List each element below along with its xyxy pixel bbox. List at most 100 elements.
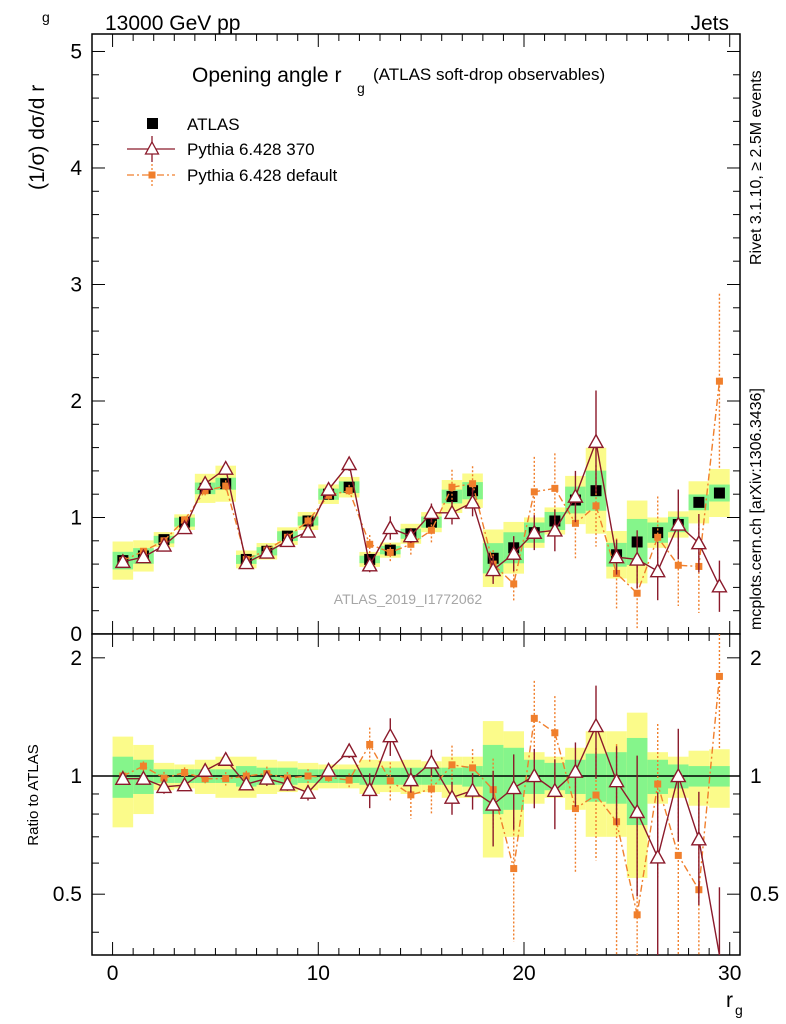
ratio-point-pythia-default xyxy=(304,772,312,780)
ratio-panel: 0.5 0.5 1 1 2 2 Ratio to ATLAS xyxy=(25,633,779,956)
main-point-pythia-default xyxy=(448,483,456,491)
main-point-pythia-default xyxy=(551,484,559,492)
main-point-pythia-370 xyxy=(155,537,173,552)
ratio-point-pythia-370 xyxy=(114,770,132,786)
main-point-pythia-370 xyxy=(217,460,234,475)
main-series-layer xyxy=(114,293,728,629)
header-left: 13000 GeV pp xyxy=(105,12,240,35)
ratio-y-tick-label-right: 1 xyxy=(750,765,762,788)
main-point-pythia-default xyxy=(304,517,312,525)
ratio-point-pythia-370 xyxy=(135,770,152,785)
main-point-pythia-370 xyxy=(484,561,502,577)
y-axis-label-subscript: g xyxy=(42,9,50,25)
main-y-tick-label: 1 xyxy=(70,506,82,529)
ratio-axis-label: Ratio to ATLAS xyxy=(25,744,42,845)
ratio-point-pythia-370 xyxy=(423,753,440,769)
ratio-point-pythia-370 xyxy=(258,769,276,785)
ratio-point-pythia-default xyxy=(345,776,353,784)
main-point-pythia-default xyxy=(201,487,209,495)
ratio-point-pythia-370 xyxy=(361,781,378,797)
ratio-point-pythia-default xyxy=(715,672,723,680)
ratio-point-pythia-default xyxy=(222,775,230,783)
legend-marker-atlas xyxy=(147,118,158,129)
ratio-point-pythia-370 xyxy=(628,803,646,819)
x-axis-tick-labels: 0 10 20 30 xyxy=(107,962,742,985)
main-panel: 0 1 2 3 4 5 Opening angle r g (ATLAS soft-dro… xyxy=(26,9,741,646)
ratio-point-pythia-default xyxy=(160,774,168,782)
main-point-pythia-default xyxy=(674,561,682,569)
ratio-point-pythia-370 xyxy=(484,796,502,811)
main-point-pythia-default xyxy=(654,533,662,541)
main-point-pythia-370 xyxy=(258,544,276,559)
main-point-pythia-370 xyxy=(135,548,152,564)
main-point-pythia-default xyxy=(715,377,723,385)
ratio-point-pythia-370 xyxy=(505,779,522,795)
ratio-point-pythia-default xyxy=(654,780,662,788)
main-point-pythia-370 xyxy=(690,534,708,550)
ratio-point-pythia-default xyxy=(366,740,374,748)
main-point-pythia-default xyxy=(427,526,435,534)
main-point-pythia-370 xyxy=(382,519,399,535)
ratio-point-pythia-370 xyxy=(155,778,173,794)
main-point-atlas xyxy=(713,487,725,499)
main-point-pythia-default xyxy=(386,548,394,556)
ratio-y-tick-label-right: 2 xyxy=(750,647,762,670)
side-annotations: Rivet 3.1.10, ≥ 2.5M events mcplots.cern… xyxy=(748,70,765,630)
main-axis-ticks: 0 1 2 3 4 5 xyxy=(70,34,740,646)
legend-item-pythia-default: Pythia 6.428 default xyxy=(127,164,338,186)
ratio-point-pythia-default xyxy=(181,768,189,776)
main-point-pythia-370 xyxy=(526,524,543,539)
ratio-point-pythia-default xyxy=(427,785,435,793)
main-y-tick-label: 5 xyxy=(70,40,82,63)
main-point-pythia-370 xyxy=(587,433,605,449)
main-point-pythia-370 xyxy=(649,562,666,578)
ratio-y-tick-label: 2 xyxy=(70,647,82,670)
x-axis-label-subscript: g xyxy=(735,1002,743,1018)
main-point-pythia-370 xyxy=(628,550,646,566)
ratio-point-pythia-default xyxy=(139,762,147,770)
ratio-point-pythia-default xyxy=(571,805,579,813)
main-point-pythia-370 xyxy=(279,532,296,548)
ratio-point-pythia-370 xyxy=(340,742,358,758)
ratio-point-pythia-default xyxy=(201,775,209,783)
ratio-point-pythia-370 xyxy=(238,775,255,791)
main-point-pythia-370 xyxy=(546,521,564,537)
main-point-atlas xyxy=(446,491,458,503)
main-point-pythia-370 xyxy=(340,455,358,471)
main-point-pythia-default xyxy=(222,482,230,490)
main-point-pythia-370 xyxy=(464,493,481,509)
main-point-pythia-default xyxy=(469,480,477,488)
main-title: Opening angle r g (ATLAS soft-drop obser… xyxy=(192,64,605,96)
main-point-pythia-370 xyxy=(238,554,255,570)
main-point-pythia-370 xyxy=(423,504,440,520)
legend: ATLAS Pythia 6.428 370 Pythia 6.428 defa… xyxy=(127,115,338,186)
ratio-point-pythia-370 xyxy=(299,784,317,799)
main-point-pythia-default xyxy=(633,589,641,597)
main-point-pythia-370 xyxy=(114,553,132,569)
mcplots-reference: mcplots.cern.ch [arXiv:1306.3436] xyxy=(748,388,765,630)
ratio-point-pythia-370 xyxy=(320,761,337,777)
title-subscript: g xyxy=(357,80,365,96)
ratio-point-pythia-default xyxy=(530,714,538,722)
main-point-pythia-370 xyxy=(402,527,420,543)
ratio-series-layer xyxy=(114,634,723,956)
main-y-tick-label: 2 xyxy=(70,390,82,413)
ratio-y-tick-label: 1 xyxy=(70,765,82,788)
legend-item-atlas: ATLAS xyxy=(147,115,240,134)
x-tick-label: 20 xyxy=(512,962,535,985)
x-tick-label: 30 xyxy=(718,962,741,985)
legend-label-atlas: ATLAS xyxy=(187,115,240,134)
main-point-pythia-default xyxy=(510,580,518,588)
main-point-pythia-370 xyxy=(176,519,193,535)
ratio-point-pythia-370 xyxy=(217,751,234,766)
rivet-version-note: Rivet 3.1.10, ≥ 2.5M events xyxy=(748,70,765,265)
main-y-tick-label: 4 xyxy=(70,157,82,180)
legend-marker-pythia-370 xyxy=(144,140,160,155)
y-axis-label: (1/σ) dσ/d r g xyxy=(26,9,50,190)
main-point-pythia-370 xyxy=(320,481,337,496)
ratio-point-pythia-370 xyxy=(402,771,420,787)
main-y-tick-label: 3 xyxy=(70,273,82,296)
ratio-point-pythia-370 xyxy=(649,848,666,864)
main-y-tick-label: 0 xyxy=(70,623,82,646)
